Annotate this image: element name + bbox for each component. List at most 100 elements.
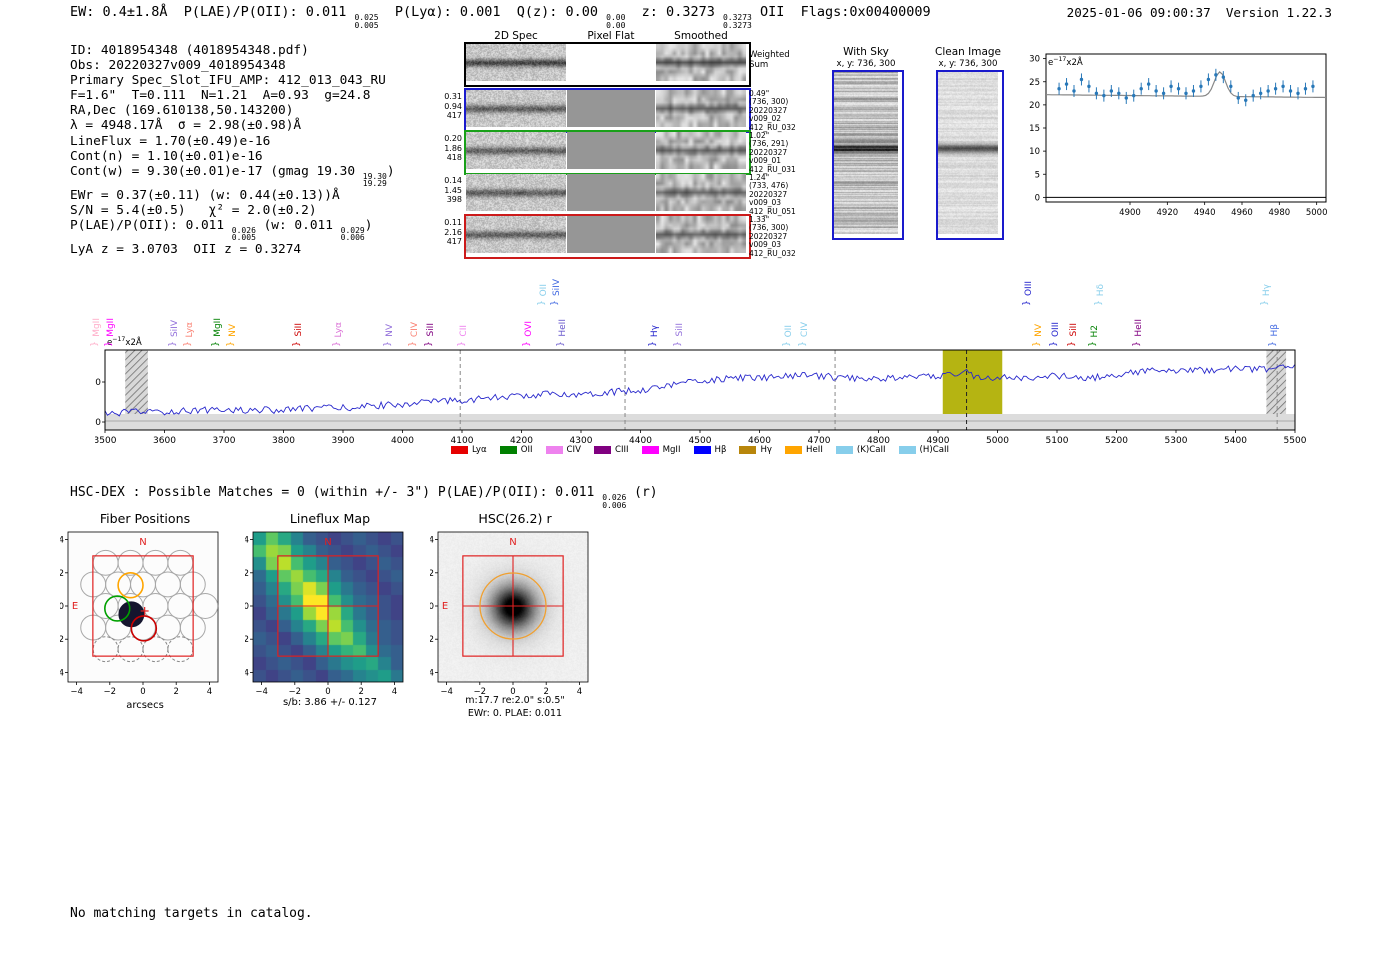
spec2d-image bbox=[466, 132, 566, 169]
legend-item: CIV bbox=[545, 445, 581, 455]
lower-value: 0.005 bbox=[354, 20, 379, 30]
upper-value: 0.00 bbox=[606, 13, 626, 22]
legend-item: Hγ bbox=[739, 445, 772, 455]
emission-brace: } bbox=[1087, 341, 1098, 347]
pixelflat-image bbox=[567, 132, 655, 169]
svg-text:4900: 4900 bbox=[927, 436, 950, 446]
info-line-5: λ = 4948.17Å σ = 2.98(±0.98)Å bbox=[70, 118, 395, 133]
spec2d-image bbox=[466, 44, 566, 81]
east-label: E bbox=[442, 601, 448, 612]
text-segment: z: 0.3273 bbox=[625, 4, 723, 20]
stat-value: 417 bbox=[446, 237, 462, 246]
meta-spacer bbox=[1211, 5, 1226, 20]
stacked-uncertainty: 0.00 0.00 bbox=[606, 14, 625, 29]
lineflux-map-title: Lineflux Map bbox=[289, 511, 371, 526]
svg-text:4900: 4900 bbox=[1119, 208, 1141, 218]
unit-pre: e bbox=[1048, 57, 1054, 68]
stacked-uncertainty: 0.025 0.005 bbox=[354, 14, 378, 29]
svg-text:−4: −4 bbox=[255, 687, 268, 697]
text-segment: ) bbox=[364, 217, 373, 233]
svg-text:−4: −4 bbox=[440, 687, 453, 697]
lower-value: 19.29 bbox=[362, 179, 387, 189]
emission-line-label: SiII bbox=[294, 323, 305, 337]
text-segment: ) bbox=[386, 163, 395, 179]
hsc-ew-plae-label: EWr: 0. PLAE: 0.011 bbox=[467, 708, 563, 719]
lineflux-map-overlay: N −4 −4 −2 −2 0 0 2 2 4 4 bbox=[236, 524, 415, 718]
lower-value: 0.006 bbox=[340, 233, 365, 243]
spec2d-row-left-stats: 0.20 1.86 418 bbox=[426, 134, 462, 163]
emission-line-label: OIII bbox=[1023, 280, 1034, 296]
pixelflat-image bbox=[567, 90, 655, 127]
spec2d-col-2dspec: 2D Spec bbox=[494, 30, 538, 42]
emission-brace: } bbox=[1267, 341, 1278, 347]
legend-swatch bbox=[499, 446, 517, 454]
emission-line-label: CIV bbox=[409, 321, 420, 337]
svg-text:−4: −4 bbox=[60, 668, 64, 678]
smoothed-image bbox=[656, 90, 746, 127]
emission-brace: } bbox=[537, 300, 548, 306]
svg-text:4600: 4600 bbox=[748, 436, 771, 446]
legend-item: CIII bbox=[593, 445, 629, 455]
stacked-uncertainty: 19.30 19.29 bbox=[363, 173, 387, 188]
svg-text:15: 15 bbox=[1029, 124, 1040, 134]
spec2d-col-smoothed: Smoothed bbox=[674, 30, 728, 42]
east-label: E bbox=[72, 601, 78, 612]
legend-label: Hγ bbox=[760, 445, 773, 455]
emission-brace: } bbox=[1048, 341, 1059, 347]
stacked-uncertainty: 0.3273 0.3273 bbox=[723, 14, 752, 29]
unit-exponent: −17 bbox=[112, 336, 126, 343]
lower-value: 0.00 bbox=[606, 20, 626, 30]
text-segment: P(Lyα): 0.001 Q(z): 0.00 bbox=[378, 4, 607, 20]
emission-line-label: Hβ bbox=[1269, 324, 1280, 337]
svg-text:4800: 4800 bbox=[867, 436, 890, 446]
emission-brace: } bbox=[521, 341, 532, 347]
fiber-positions-title: Fiber Positions bbox=[99, 511, 191, 526]
info-value: (733, 476) bbox=[749, 181, 789, 191]
svg-text:2: 2 bbox=[173, 687, 178, 697]
panel-ticks: −4 −4 −2 −2 0 0 2 2 4 4 bbox=[421, 536, 582, 697]
svg-text:3800: 3800 bbox=[272, 436, 295, 446]
unit-pre: e bbox=[107, 337, 113, 348]
text-segment: F=1.6" T=0.111 N=1.21 A=0.93 g=24.8 bbox=[70, 88, 371, 104]
svg-text:5300: 5300 bbox=[1165, 436, 1188, 446]
legend-item: HeII bbox=[785, 445, 823, 455]
detection-fiber-filled bbox=[118, 601, 145, 628]
svg-text:20: 20 bbox=[1029, 101, 1040, 111]
upper-value: 0.026 bbox=[231, 225, 256, 235]
info-value: 412_RU_031 bbox=[749, 164, 796, 174]
hsc-overlay-svg: N E −4 −4 −2 −2 0 0 2 2 4 4 bbox=[421, 531, 589, 697]
emission-line-label: OII bbox=[539, 283, 550, 296]
spec2d-row-left-stats: 0.31 0.94 417 bbox=[426, 92, 462, 121]
photometric-aperture-circle bbox=[479, 572, 547, 640]
emission-brace: } bbox=[456, 341, 467, 347]
emission-line-label: NV bbox=[384, 324, 395, 337]
emission-brace: } bbox=[1132, 341, 1143, 347]
lower-value: 0.005 bbox=[231, 233, 256, 243]
smoothed-image bbox=[656, 44, 746, 81]
emission-brace: } bbox=[424, 341, 435, 347]
upper-value: 0.026 bbox=[602, 493, 627, 502]
info-line-11: P(LAE)/P(OII): 0.011 0.026 0.005 (w: 0.01… bbox=[70, 218, 395, 242]
svg-text:−2: −2 bbox=[104, 687, 117, 697]
hsc-dex-match-line: HSC-DEX : Possible Matches = 0 (within +… bbox=[70, 485, 658, 509]
lineflux-xlabel: s/b: 3.86 +/- 0.127 bbox=[282, 697, 378, 708]
emission-line-label: CIV bbox=[799, 321, 810, 337]
svg-text:−2: −2 bbox=[60, 635, 64, 645]
info-value: 1.24" bbox=[749, 173, 770, 182]
emission-line-label: OIII bbox=[1051, 321, 1061, 337]
svg-text:0: 0 bbox=[60, 602, 64, 612]
stacked-uncertainty: 0.029 0.006 bbox=[341, 227, 365, 242]
emission-line-label: H2 bbox=[1089, 324, 1100, 338]
emission-brace: } bbox=[211, 341, 222, 347]
info-value: 20220327 bbox=[749, 189, 788, 199]
stat-value: 0.31 bbox=[444, 92, 462, 101]
info-value: (736, 300) bbox=[749, 223, 789, 233]
text-segment: LineFlux = 1.70(±0.49)e-16 bbox=[70, 133, 271, 149]
emission-line-label: NV bbox=[1034, 324, 1045, 337]
spec2d-row-right-info: Weighted Sum bbox=[749, 50, 790, 70]
info-value: 0.49" bbox=[749, 89, 770, 98]
header-summary-line: EW: 0.4±1.8Å P(LAE)/P(OII): 0.011 0.025 0… bbox=[70, 4, 931, 29]
emission-line-labels: } MgII} MgII} SiIV} Lyα} MgII} NV} SiII} Lyα} NV}… bbox=[0, 268, 1400, 348]
svg-text:2: 2 bbox=[245, 569, 249, 579]
text-segment: Primary Spec_Slot_IFU_AMP: 412_013_043_R… bbox=[70, 73, 386, 89]
